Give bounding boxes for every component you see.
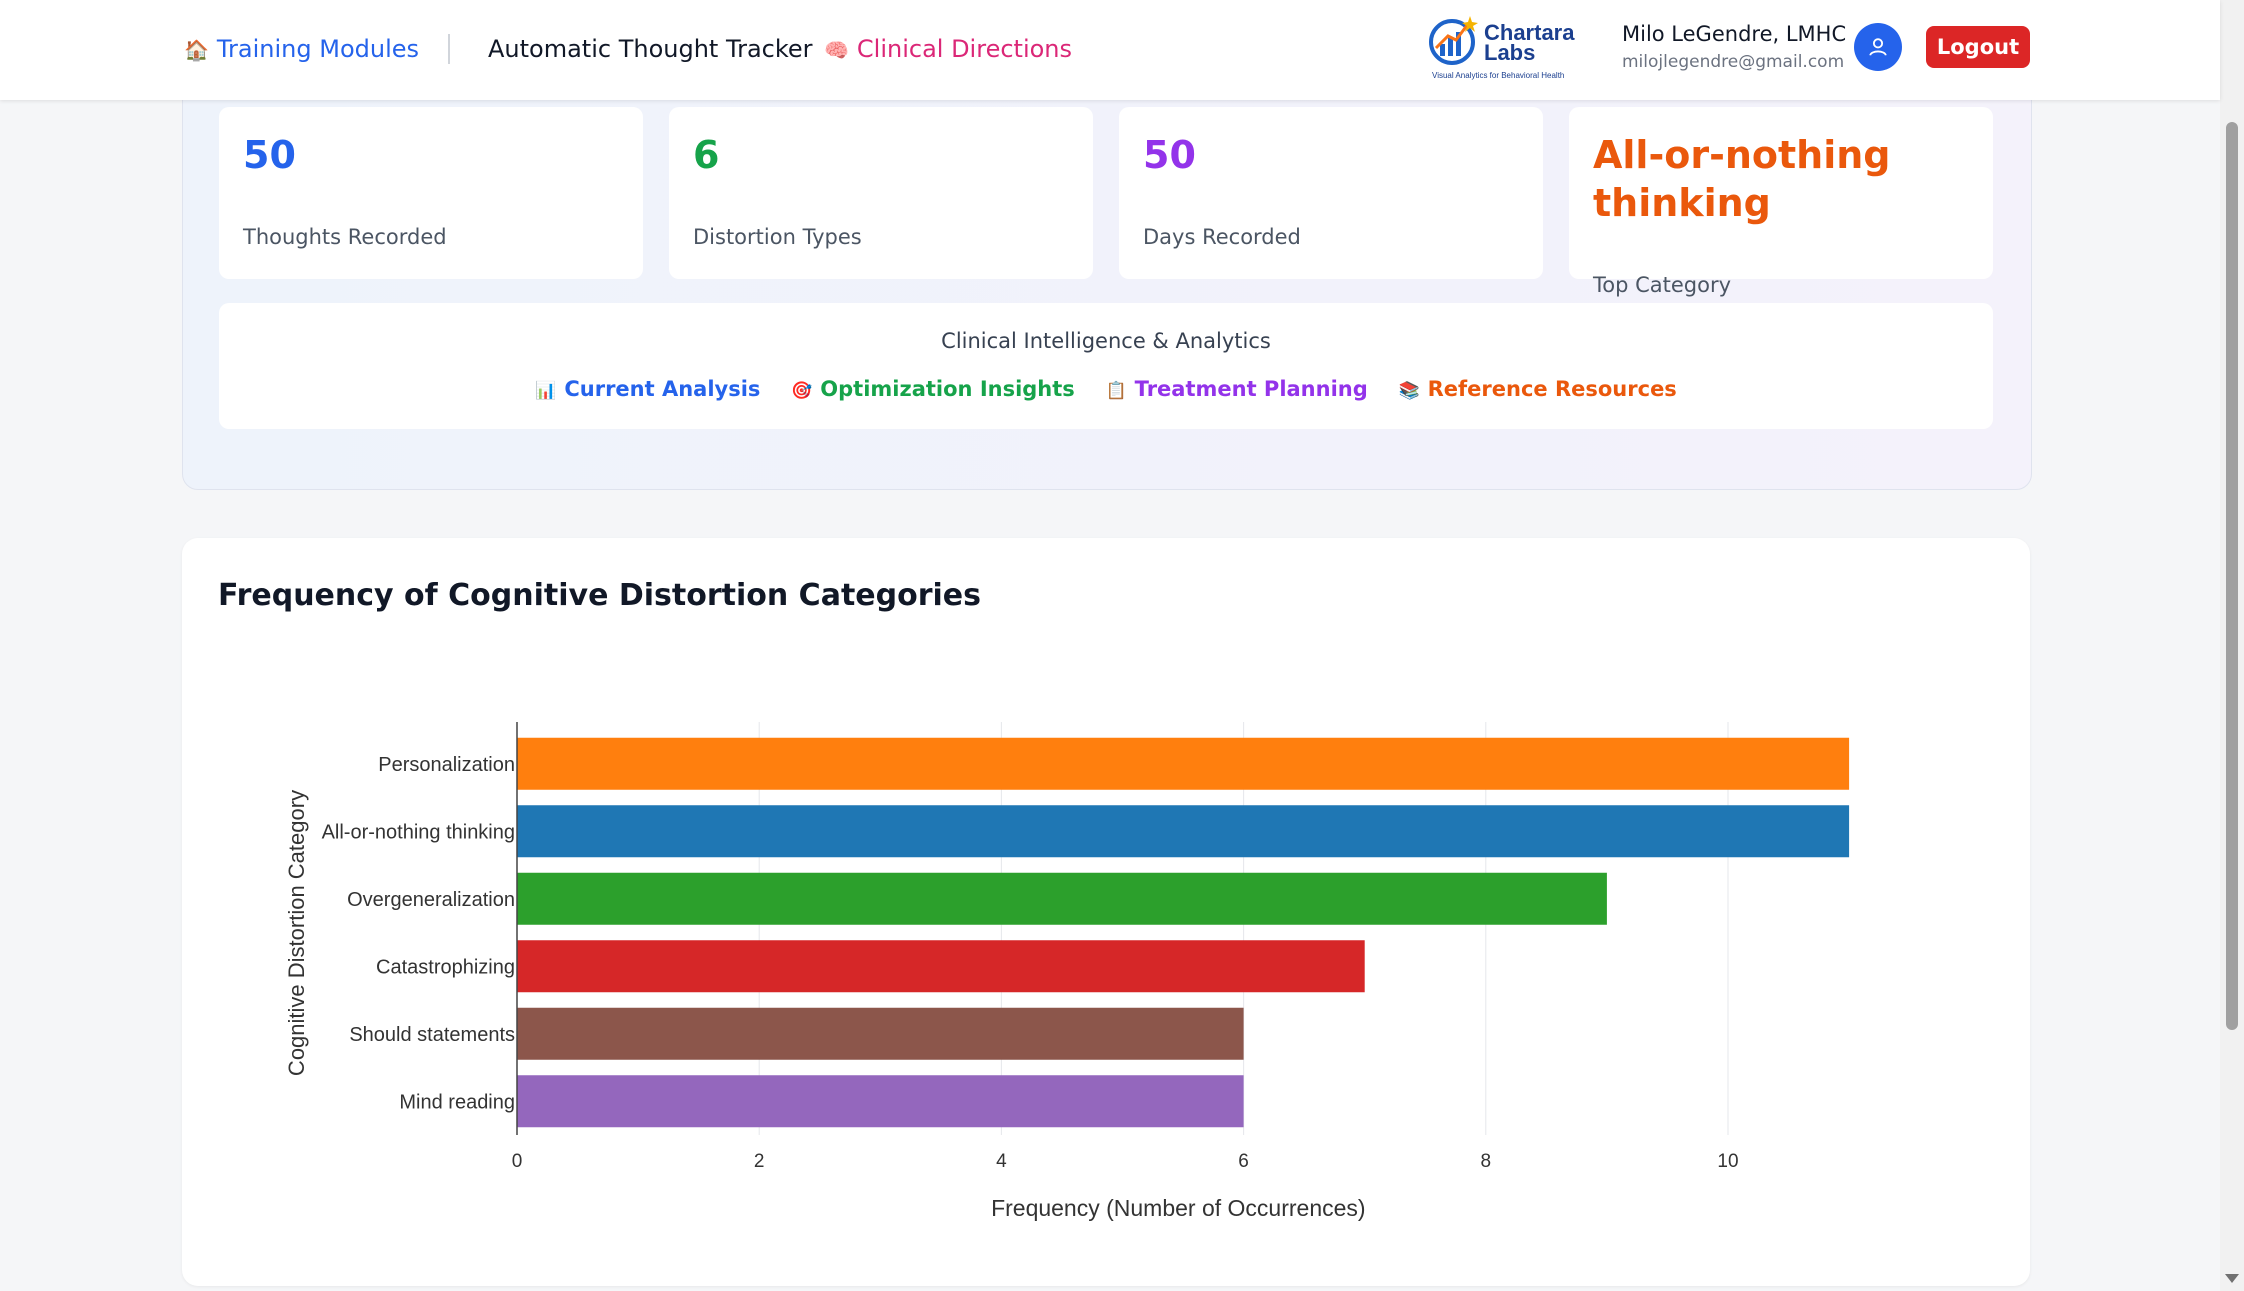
link-label: Optimization Insights bbox=[820, 377, 1075, 401]
y-category-label: Catastrophizing bbox=[376, 956, 515, 978]
stat-card-top-category: All-or-nothing thinking Top Category bbox=[1569, 107, 1993, 297]
stat-label: Thoughts Recorded bbox=[243, 225, 447, 249]
logo-tagline: Visual Analytics for Behavioral Health bbox=[1432, 71, 1564, 80]
distortion-frequency-chart: 0 2 4 6 8 10 Personalization All-or-nothing thi… bbox=[284, 722, 1850, 1221]
link-label: Treatment Planning bbox=[1134, 377, 1368, 401]
logo-line1: Chartara bbox=[1484, 20, 1575, 45]
user-email: milojlegendre@gmail.com bbox=[1622, 52, 1845, 72]
stat-value: 50 bbox=[1143, 133, 1196, 177]
nav-training-modules[interactable]: 🏠 Training Modules bbox=[184, 32, 419, 67]
y-category-label: Mind reading bbox=[399, 1091, 515, 1113]
link-optimization-insights[interactable]: 🎯 Optimization Insights bbox=[791, 377, 1075, 401]
link-treatment-planning[interactable]: 📋 Treatment Planning bbox=[1106, 377, 1368, 401]
stat-card-distortion-types: 6 Distortion Types bbox=[669, 107, 1093, 279]
scroll-down-arrow-icon[interactable] bbox=[2225, 1274, 2239, 1283]
nav-clinical-directions-label: Clinical Directions bbox=[856, 35, 1073, 63]
clinical-analytics-card: Clinical Intelligence & Analytics 📊 Curre… bbox=[219, 303, 1993, 429]
link-label: Reference Resources bbox=[1427, 377, 1677, 401]
logo-line2: Labs bbox=[1484, 40, 1535, 65]
bar-chart-icon: 📊 bbox=[535, 381, 557, 401]
books-icon: 📚 bbox=[1398, 381, 1420, 401]
stat-label: Days Recorded bbox=[1143, 225, 1301, 249]
stat-value: 50 bbox=[243, 133, 296, 177]
x-tick-label: 8 bbox=[1481, 1151, 1492, 1172]
x-tick-label: 6 bbox=[1238, 1151, 1249, 1172]
x-tick-label: 2 bbox=[754, 1151, 765, 1172]
nav-training-modules-label: Training Modules bbox=[216, 35, 420, 63]
x-tick-label: 0 bbox=[512, 1151, 523, 1172]
y-category-label: Should statements bbox=[349, 1024, 515, 1046]
y-axis-title: Cognitive Distortion Category bbox=[284, 790, 309, 1076]
clinical-analytics-title: Clinical Intelligence & Analytics bbox=[941, 329, 1271, 353]
page-scrollbar[interactable] bbox=[2220, 0, 2244, 1291]
y-category-label: All-or-nothing thinking bbox=[322, 821, 515, 843]
bar bbox=[517, 940, 1365, 993]
nav-clinical-directions[interactable]: 🧠 Clinical Directions bbox=[824, 32, 1072, 67]
link-label: Current Analysis bbox=[564, 377, 761, 401]
nav-thought-tracker[interactable]: Automatic Thought Tracker bbox=[488, 35, 813, 63]
nav-separator bbox=[448, 34, 450, 64]
stat-label: Top Category bbox=[1593, 273, 1732, 297]
stat-card-thoughts: 50 Thoughts Recorded bbox=[219, 107, 643, 279]
stat-value: 6 bbox=[693, 133, 720, 177]
user-icon bbox=[1869, 38, 1887, 56]
bar bbox=[517, 805, 1850, 858]
chartara-labs-logo[interactable]: Chartara Labs Visual Analytics for Behav… bbox=[1428, 14, 1588, 84]
user-name: Milo LeGendre, LMHC bbox=[1622, 22, 1847, 46]
stat-value: All-or-nothing thinking bbox=[1593, 133, 1891, 225]
bar bbox=[517, 737, 1850, 790]
link-reference-resources[interactable]: 📚 Reference Resources bbox=[1398, 377, 1676, 401]
summary-panel: 50 Thoughts Recorded 6 Distortion Types … bbox=[182, 60, 2032, 490]
y-category-label: Overgeneralization bbox=[347, 889, 515, 911]
clinical-analytics-links: 📊 Current Analysis 🎯 Optimization Insights… bbox=[219, 377, 1993, 401]
bar bbox=[517, 1075, 1244, 1128]
bar bbox=[517, 1007, 1244, 1060]
user-avatar-button[interactable] bbox=[1854, 23, 1902, 71]
x-tick-label: 10 bbox=[1717, 1151, 1738, 1172]
stat-label: Distortion Types bbox=[693, 225, 862, 249]
x-tick-label: 4 bbox=[996, 1151, 1007, 1172]
brain-icon: 🧠 bbox=[824, 38, 849, 62]
x-axis-title: Frequency (Number of Occurrences) bbox=[991, 1195, 1366, 1221]
y-category-label: Personalization bbox=[378, 754, 515, 776]
clipboard-icon: 📋 bbox=[1105, 381, 1127, 401]
chart-title: Frequency of Cognitive Distortion Catego… bbox=[218, 578, 981, 613]
house-icon: 🏠 bbox=[184, 38, 209, 62]
scrollbar-thumb[interactable] bbox=[2226, 122, 2238, 1030]
target-icon: 🎯 bbox=[791, 381, 813, 401]
logout-button[interactable]: Logout bbox=[1926, 26, 2030, 68]
bar bbox=[517, 872, 1607, 925]
top-navigation-bar: 🏠 Training Modules Automatic Thought Trac… bbox=[0, 0, 2220, 100]
link-current-analysis[interactable]: 📊 Current Analysis bbox=[535, 377, 760, 401]
stat-card-days-recorded: 50 Days Recorded bbox=[1119, 107, 1543, 279]
chart-card: Frequency of Cognitive Distortion Catego… bbox=[182, 538, 2030, 1286]
